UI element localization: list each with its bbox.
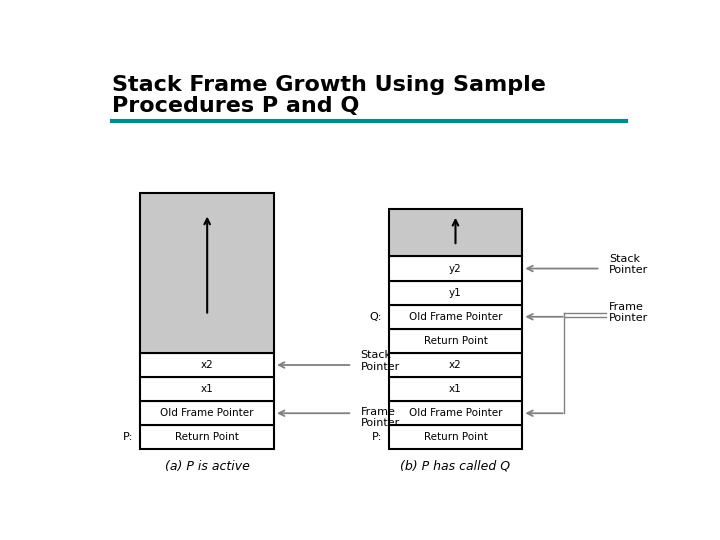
Text: x2: x2 bbox=[201, 360, 214, 370]
Text: Return Point: Return Point bbox=[175, 433, 239, 442]
Text: (b) P has called Q: (b) P has called Q bbox=[400, 460, 510, 473]
Bar bbox=[389, 256, 523, 281]
Text: x1: x1 bbox=[449, 384, 462, 394]
Bar bbox=[389, 426, 523, 449]
Text: Return Point: Return Point bbox=[423, 336, 487, 346]
Text: y2: y2 bbox=[449, 264, 462, 274]
Text: x2: x2 bbox=[449, 360, 462, 370]
Text: y1: y1 bbox=[449, 288, 462, 298]
Text: P:: P: bbox=[123, 433, 133, 442]
Bar bbox=[389, 305, 523, 329]
Bar bbox=[389, 377, 523, 401]
Bar bbox=[389, 401, 523, 426]
Text: Return Point: Return Point bbox=[423, 433, 487, 442]
Text: Old Frame Pointer: Old Frame Pointer bbox=[409, 312, 503, 322]
Text: (a) P is active: (a) P is active bbox=[165, 460, 250, 473]
Bar bbox=[140, 426, 274, 449]
Text: Old Frame Pointer: Old Frame Pointer bbox=[409, 408, 503, 418]
Text: Stack Frame Growth Using Sample: Stack Frame Growth Using Sample bbox=[112, 75, 546, 95]
Bar bbox=[389, 353, 523, 377]
Bar bbox=[389, 208, 523, 256]
Bar bbox=[140, 193, 274, 353]
Text: x1: x1 bbox=[201, 384, 214, 394]
Bar bbox=[389, 329, 523, 353]
Text: Stack
Pointer: Stack Pointer bbox=[361, 350, 400, 372]
Text: Stack
Pointer: Stack Pointer bbox=[609, 254, 648, 275]
Text: Q:: Q: bbox=[369, 312, 382, 322]
Bar bbox=[140, 401, 274, 426]
Text: P:: P: bbox=[372, 433, 382, 442]
Bar bbox=[140, 353, 274, 377]
Bar bbox=[389, 281, 523, 305]
Text: Frame
Pointer: Frame Pointer bbox=[609, 302, 648, 323]
Text: Procedures P and Q: Procedures P and Q bbox=[112, 96, 360, 116]
Text: Frame
Pointer: Frame Pointer bbox=[361, 407, 400, 428]
Bar bbox=[140, 377, 274, 401]
Text: Old Frame Pointer: Old Frame Pointer bbox=[161, 408, 254, 418]
